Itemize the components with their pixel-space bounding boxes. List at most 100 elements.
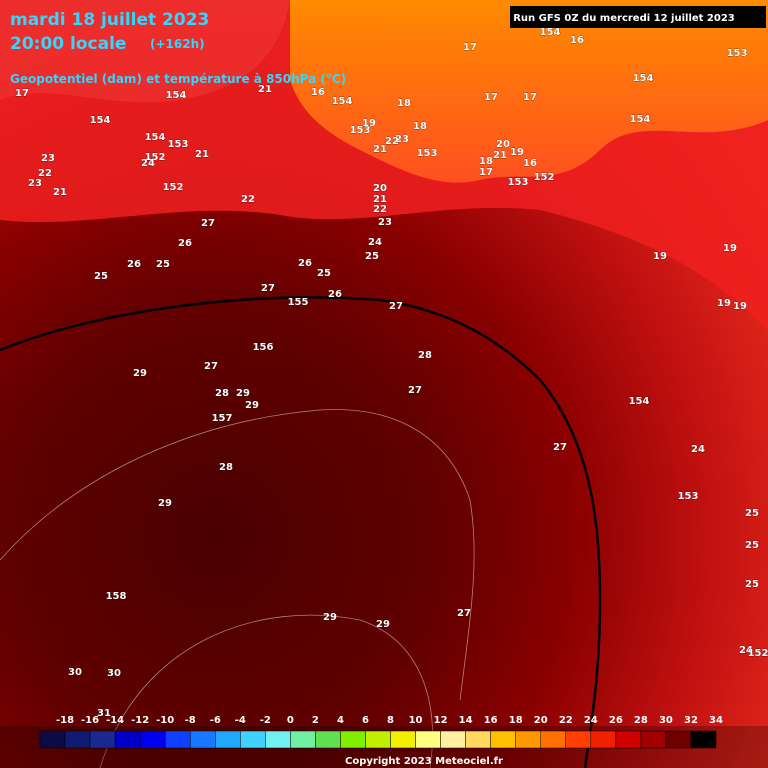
color-swatch xyxy=(139,730,166,749)
run-box xyxy=(510,6,766,28)
legend-label: 2 xyxy=(312,715,319,726)
northwest-zone xyxy=(0,0,290,103)
field-name: Geopotentiel (dam) et température à 850h… xyxy=(10,72,346,86)
map-label: 153 xyxy=(727,48,748,59)
map-label: 153 xyxy=(168,139,189,150)
map-label: 154 xyxy=(90,115,111,126)
color-swatch xyxy=(340,730,366,749)
map-label: 25 xyxy=(156,259,170,270)
map-label: 17 xyxy=(523,92,537,103)
legend-label: -14 xyxy=(106,715,124,726)
map-label: 19 xyxy=(510,147,524,158)
legend-label: -6 xyxy=(210,715,221,726)
map-label: 23 xyxy=(41,153,55,164)
map-label: 29 xyxy=(376,619,390,630)
color-swatch xyxy=(640,730,667,749)
color-swatch xyxy=(690,730,717,749)
legend-label: 16 xyxy=(484,715,498,726)
legend-label: 10 xyxy=(409,715,423,726)
legend-label: 14 xyxy=(459,715,473,726)
map-label: 154 xyxy=(332,96,353,107)
lead-time: (+162h) xyxy=(150,37,205,51)
map-label: 22 xyxy=(373,204,387,215)
color-swatch xyxy=(540,730,567,749)
map-label: 16 xyxy=(570,35,584,46)
map-label: 20 xyxy=(373,183,387,194)
legend-label: 26 xyxy=(609,715,623,726)
map-label: 27 xyxy=(389,301,403,312)
run-info: Run GFS 0Z du mercredi 12 juillet 2023 xyxy=(513,13,735,24)
map-label: 18 xyxy=(413,121,427,132)
cool-zone xyxy=(290,0,768,183)
map-label: 26 xyxy=(298,258,312,269)
map-label: 17 xyxy=(463,42,477,53)
map-label: 152 xyxy=(748,648,768,659)
map-label: 21 xyxy=(195,149,209,160)
color-swatch xyxy=(164,730,191,749)
legend-label: 34 xyxy=(709,715,723,726)
legend-label: 6 xyxy=(362,715,369,726)
color-swatch xyxy=(440,730,466,749)
map-label: 28 xyxy=(219,462,233,473)
map-label: 153 xyxy=(678,491,699,502)
legend-label: 0 xyxy=(287,715,294,726)
map-label: 18 xyxy=(479,156,493,167)
map-label: 25 xyxy=(745,508,759,519)
map-label: 26 xyxy=(328,289,342,300)
legend-label: 30 xyxy=(659,715,673,726)
map-label: 24 xyxy=(691,444,705,455)
color-swatch xyxy=(465,730,491,749)
color-swatch xyxy=(215,730,241,749)
map-label: 19 xyxy=(717,298,731,309)
map-label: 22 xyxy=(385,136,399,147)
map-label: 28 xyxy=(418,350,432,361)
map-label: 22 xyxy=(38,168,52,179)
color-swatch xyxy=(240,730,266,749)
legend-label: -8 xyxy=(185,715,196,726)
map-label: 24 xyxy=(739,645,753,656)
map-label: 157 xyxy=(212,413,233,424)
map-label: 17 xyxy=(15,88,29,99)
map-label: 154 xyxy=(629,396,650,407)
map-label: 21 xyxy=(258,84,272,95)
map-label: 19 xyxy=(733,301,747,312)
isohypse-156 xyxy=(0,296,602,768)
copyright: Copyright 2023 Meteociel.fr xyxy=(345,756,503,767)
map-label: 21 xyxy=(373,144,387,155)
map-label: 152 xyxy=(145,152,166,163)
color-swatch xyxy=(590,730,617,749)
date: mardi 18 juillet 2023 xyxy=(10,10,209,30)
color-swatch xyxy=(39,730,66,749)
map-label: 19 xyxy=(362,118,376,129)
color-swatch xyxy=(390,730,416,749)
color-swatch xyxy=(515,730,541,749)
color-swatch xyxy=(615,730,642,749)
time: 20:00 locale xyxy=(10,34,126,54)
color-swatch xyxy=(64,730,91,749)
legend-label: 20 xyxy=(534,715,548,726)
map-label: 24 xyxy=(368,237,382,248)
map-label: 29 xyxy=(133,368,147,379)
map-label: 156 xyxy=(253,342,274,353)
map-label: 25 xyxy=(317,268,331,279)
map-label: 29 xyxy=(323,612,337,623)
map-label: 23 xyxy=(378,217,392,228)
isotherm xyxy=(0,409,475,701)
map-label: 25 xyxy=(94,271,108,282)
legend-label: 8 xyxy=(387,715,394,726)
map-label: 155 xyxy=(288,297,309,308)
map-label: 30 xyxy=(68,667,82,678)
map-label: 23 xyxy=(395,134,409,145)
color-swatch xyxy=(114,730,141,749)
legend-label: -18 xyxy=(56,715,74,726)
map-label: 18 xyxy=(397,98,411,109)
color-swatch xyxy=(290,730,316,749)
color-swatch xyxy=(189,730,216,749)
legend-label: 12 xyxy=(434,715,448,726)
map-label: 153 xyxy=(350,125,371,136)
color-swatch xyxy=(415,730,441,749)
map-label: 19 xyxy=(723,243,737,254)
map-label: 154 xyxy=(145,132,166,143)
color-swatch xyxy=(665,730,692,749)
isotherm xyxy=(99,614,433,768)
